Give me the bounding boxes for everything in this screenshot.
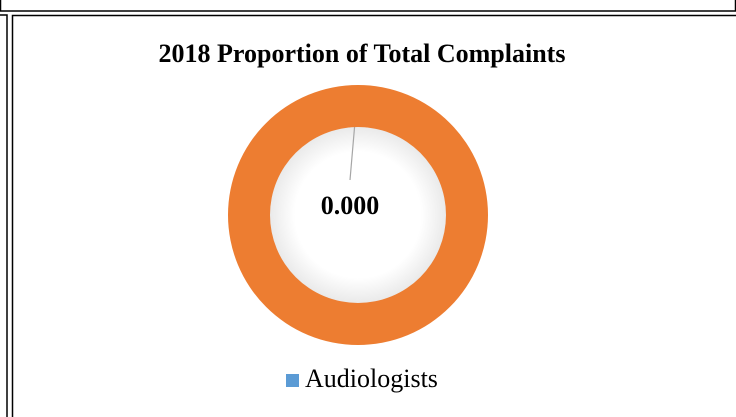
chart-title: 2018 Proportion of Total Complaints (159, 39, 566, 68)
chart-border (11, 14, 736, 417)
legend-label: Audiologists (305, 364, 438, 393)
doughnut-slice (228, 85, 488, 345)
data-label: 0.000 (321, 191, 380, 220)
legend-swatch (286, 374, 299, 387)
top-panel-border (0, 0, 736, 12)
doughnut-hole (268, 125, 448, 305)
left-panel-border (0, 14, 8, 417)
